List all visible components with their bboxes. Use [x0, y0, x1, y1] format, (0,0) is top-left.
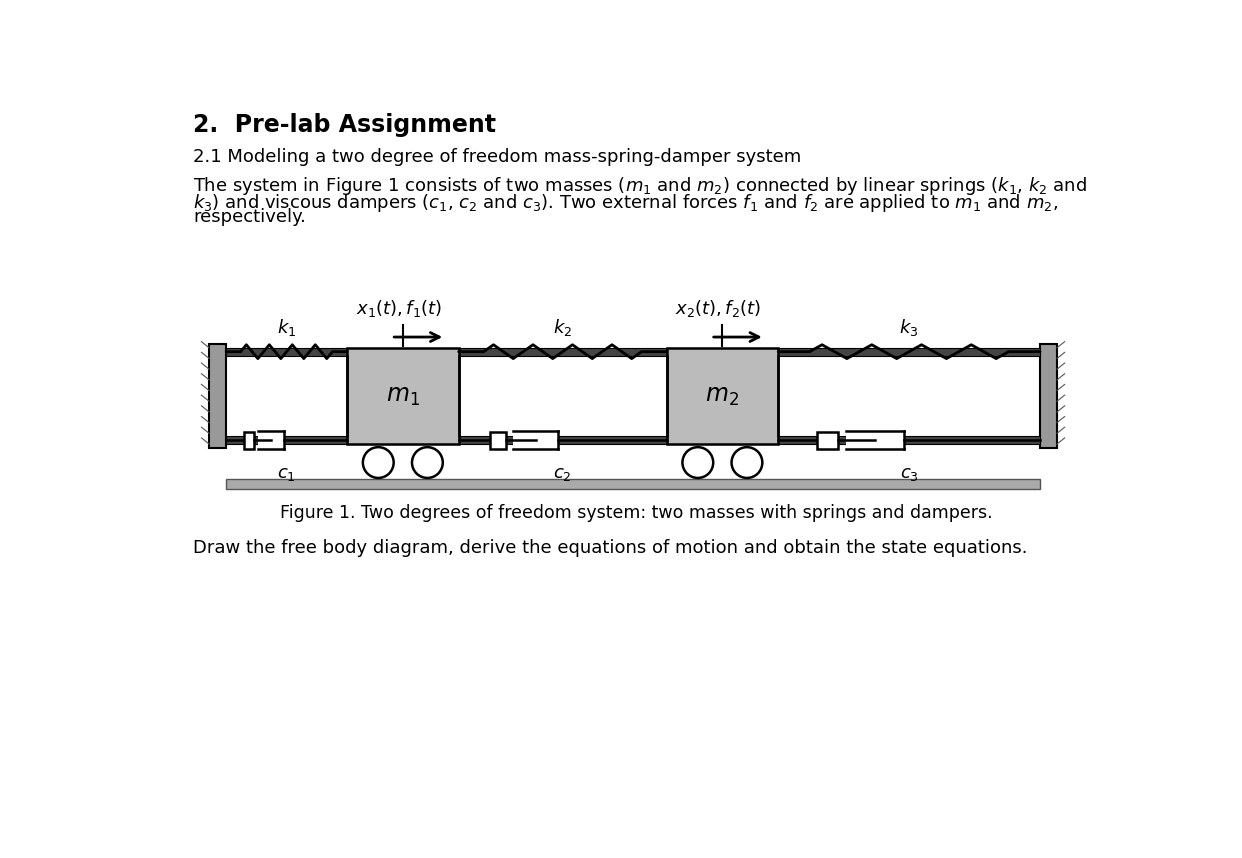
Text: $k_3$: $k_3$	[899, 317, 919, 338]
Text: $k_2$: $k_2$	[553, 317, 573, 338]
Text: respectively.: respectively.	[193, 208, 306, 227]
Text: $c_3$: $c_3$	[899, 465, 919, 483]
Text: $x_1(t), f_1(t)$: $x_1(t), f_1(t)$	[355, 298, 442, 318]
Bar	[667, 347, 779, 444]
Bar	[347, 347, 458, 444]
Bar	[226, 347, 1040, 355]
Bar	[489, 432, 507, 449]
Text: 2.1 Modeling a two degree of freedom mass-spring-damper system: 2.1 Modeling a two degree of freedom mas…	[193, 148, 801, 166]
Text: The system in Figure 1 consists of two masses ($m_1$ and $m_2$) connected by lin: The system in Figure 1 consists of two m…	[193, 174, 1087, 196]
Text: $m_1$: $m_1$	[386, 384, 420, 408]
Bar	[817, 432, 838, 449]
Text: $k_1$: $k_1$	[277, 317, 296, 338]
Text: $x_2(t), f_2(t)$: $x_2(t), f_2(t)$	[676, 298, 761, 318]
Text: 2.  Pre-lab Assignment: 2. Pre-lab Assignment	[193, 113, 496, 137]
Bar	[846, 431, 904, 450]
Bar	[226, 437, 1040, 444]
Bar	[209, 344, 226, 448]
Bar	[257, 431, 284, 450]
Text: $c_1$: $c_1$	[277, 465, 296, 483]
Bar	[513, 431, 559, 450]
Text: $m_2$: $m_2$	[705, 384, 739, 408]
Text: Figure 1. Two degrees of freedom system: two masses with springs and dampers.: Figure 1. Two degrees of freedom system:…	[281, 505, 992, 523]
Bar	[245, 432, 253, 449]
Bar	[1040, 344, 1057, 448]
Text: $k_3$) and viscous dampers ($c_1$, $c_2$ and $c_3$). Two external forces $f_1$ a: $k_3$) and viscous dampers ($c_1$, $c_2$…	[193, 191, 1058, 214]
Text: $c_2$: $c_2$	[553, 465, 571, 483]
Bar	[226, 480, 1040, 489]
Text: Draw the free body diagram, derive the equations of motion and obtain the state : Draw the free body diagram, derive the e…	[193, 539, 1027, 557]
